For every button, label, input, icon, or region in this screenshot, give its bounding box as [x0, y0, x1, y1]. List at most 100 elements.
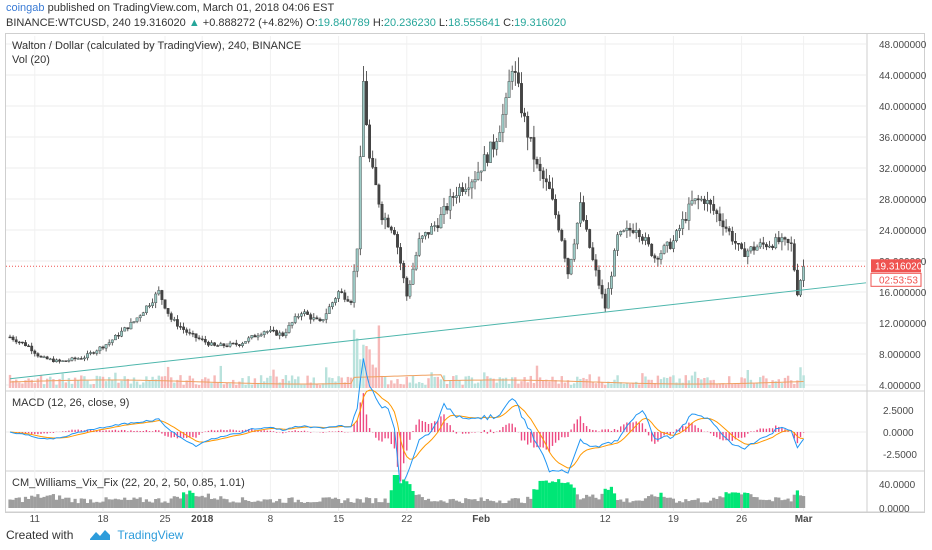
candle-body: [256, 335, 260, 338]
vix-bar: [730, 492, 734, 508]
vix-bar: [501, 503, 505, 508]
vix-bar: [178, 498, 183, 508]
candle-body: [451, 196, 455, 198]
vix-bar: [377, 502, 381, 508]
vix-bar: [327, 497, 331, 508]
volume-bar: [573, 383, 576, 388]
volume-bar: [452, 376, 455, 388]
volume-bar: [64, 382, 67, 388]
vix-bar: [758, 499, 762, 508]
volume-bar: [697, 377, 700, 388]
candle-body: [582, 202, 585, 221]
vix-bar: [798, 495, 803, 508]
vix-bar: [702, 502, 706, 508]
vix-bar: [653, 496, 657, 508]
vix-bar: [98, 502, 102, 508]
volume-bar: [104, 381, 108, 388]
volume-bar: [331, 378, 334, 388]
volume-bar: [718, 383, 722, 388]
volume-bar: [520, 381, 523, 388]
volume-bar: [588, 374, 591, 388]
candle-body: [11, 336, 15, 340]
volume-bar: [703, 378, 706, 388]
vix-bar: [792, 494, 796, 508]
candle-body: [399, 247, 402, 264]
candle-body: [129, 322, 133, 330]
vix-bar: [120, 499, 124, 508]
candle-body: [39, 355, 43, 358]
volume-bar: [653, 382, 656, 388]
volume-bar: [644, 376, 647, 388]
candle-body: [79, 358, 83, 360]
tradingview-brand[interactable]: TradingView: [117, 528, 184, 542]
candle-body: [315, 317, 319, 320]
candle-body: [613, 250, 616, 277]
volume-bar: [669, 376, 672, 388]
candle-body: [774, 237, 778, 249]
price-tick-label: 28.000000: [879, 195, 927, 206]
author-link[interactable]: coingab: [6, 2, 45, 14]
publish-line: coingab published on TradingView.com, Ma…: [6, 2, 334, 14]
volume-bar: [362, 344, 365, 388]
vix-bar: [690, 500, 694, 508]
volume-bar: [275, 376, 278, 388]
candle-body: [98, 346, 102, 352]
candle-body: [82, 357, 86, 360]
volume-bar: [36, 378, 40, 388]
candle-body: [368, 124, 371, 159]
volume-bar: [411, 375, 415, 388]
candle-body: [532, 137, 536, 160]
volume-bar: [672, 375, 675, 388]
volume-bar: [297, 376, 300, 388]
candle-body: [386, 217, 390, 228]
volume-bar: [681, 382, 684, 388]
volume-bar: [610, 383, 613, 388]
candle-body: [656, 257, 660, 260]
volume-bar: [328, 377, 331, 388]
vix-bar: [529, 498, 533, 508]
vix-bar: [275, 501, 279, 508]
candle-body: [163, 299, 167, 309]
vix-bar: [476, 501, 480, 508]
candle-body: [206, 341, 210, 346]
candle-body: [703, 198, 706, 204]
vix-bar: [448, 499, 452, 508]
vix-bar: [414, 494, 418, 508]
candle-body: [681, 218, 685, 229]
vix-bar: [259, 501, 263, 508]
footer: Created with TradingView: [6, 528, 183, 542]
volume-bar: [780, 383, 784, 388]
volume-bar: [656, 375, 660, 388]
vix-bar: [129, 499, 133, 508]
countdown-tag-box: [870, 272, 922, 287]
vix-bar: [302, 502, 307, 508]
volume-bar: [523, 377, 526, 388]
candle-body: [771, 245, 775, 249]
volume-bar: [371, 364, 374, 388]
vix-bar: [771, 501, 775, 508]
volume-bar: [244, 384, 247, 388]
price-tick-label: 24.000000: [879, 226, 927, 237]
vix-bar: [306, 501, 310, 508]
volume-bar: [142, 382, 145, 388]
candle-body: [606, 288, 610, 309]
volume-bar: [170, 377, 173, 388]
price-tick-label: 12.000000: [879, 319, 927, 330]
vix-bar: [268, 499, 272, 508]
vix-bar: [76, 503, 80, 508]
vix-bar: [802, 496, 806, 508]
vix-bar: [293, 502, 297, 508]
volume-bar: [89, 384, 92, 388]
candle-body: [414, 255, 418, 270]
volume-bar: [256, 382, 260, 388]
close-value: 19.316020: [514, 17, 567, 29]
vix-bar: [622, 501, 626, 508]
vix-bar: [33, 496, 37, 508]
vix-bar: [585, 494, 589, 508]
candle-body: [786, 239, 790, 243]
vix-bar: [352, 502, 356, 508]
candle-body: [461, 187, 464, 192]
candle-body: [647, 237, 651, 245]
volume-bar: [365, 346, 368, 388]
